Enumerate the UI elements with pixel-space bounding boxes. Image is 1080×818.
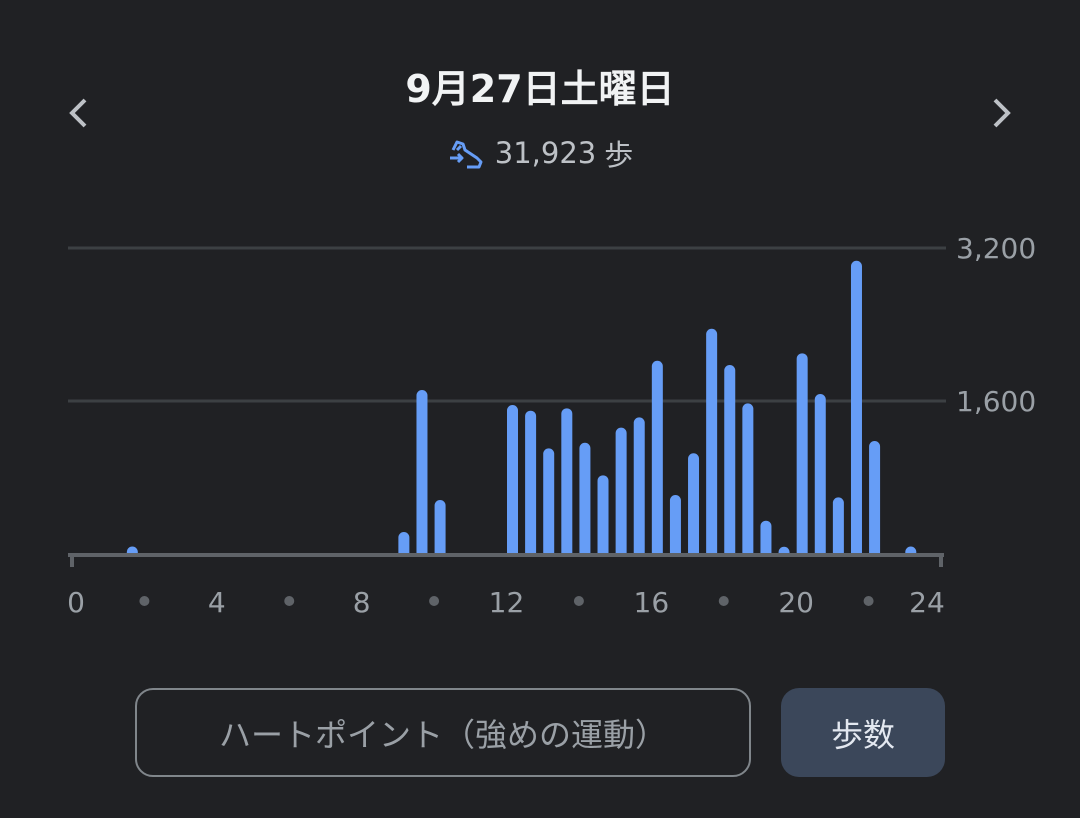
bar <box>760 520 772 553</box>
bar <box>579 442 591 553</box>
x-tick-label: 16 <box>634 586 670 619</box>
x-tick-label: 4 <box>208 586 226 619</box>
heart-points-button[interactable]: ハートポイント（強めの運動） <box>135 688 751 777</box>
bar <box>905 546 917 553</box>
shoe-steps-icon <box>449 140 483 169</box>
bar <box>814 394 826 553</box>
bar <box>416 390 428 553</box>
steps-chart: 3,200 1,600 0 4 8 12 16 20 24 <box>67 232 1036 619</box>
bar <box>561 408 573 553</box>
date-title: 9月27日土曜日 <box>405 67 675 111</box>
y-tick-label-1600: 1,600 <box>956 385 1036 418</box>
x-tick-label: 8 <box>353 586 371 619</box>
bar <box>126 546 138 553</box>
bar <box>724 365 736 553</box>
bar <box>525 410 537 553</box>
chevron-left-icon <box>69 98 87 128</box>
bar <box>507 404 518 553</box>
x-minor-tick-dot <box>573 596 584 606</box>
steps-value: 31,923 <box>494 136 597 170</box>
bar <box>398 532 410 553</box>
bar <box>688 453 700 553</box>
steps-summary: 31,923 歩 <box>0 132 1080 174</box>
steps-unit: 歩 <box>604 138 634 172</box>
bar <box>651 360 663 553</box>
bar <box>434 500 446 553</box>
bar <box>633 417 645 553</box>
next-day-button[interactable] <box>976 88 1026 138</box>
x-tick-label: 0 <box>67 586 85 619</box>
bar <box>742 403 754 553</box>
previous-day-button[interactable] <box>54 88 104 138</box>
bar <box>850 260 862 553</box>
bar <box>832 497 844 553</box>
bar <box>796 353 808 553</box>
bar <box>597 475 609 553</box>
x-minor-tick-dot <box>718 596 729 606</box>
y-tick-label-3200: 3,200 <box>956 232 1036 265</box>
bar <box>778 546 790 553</box>
x-minor-tick-dot <box>284 596 295 606</box>
x-minor-tick-dot <box>863 596 874 606</box>
bar <box>669 495 681 553</box>
x-tick-label: 12 <box>489 586 525 619</box>
x-minor-tick-dot <box>429 596 440 606</box>
x-tick-label: 24 <box>909 586 945 619</box>
bar <box>543 448 555 553</box>
bar <box>706 328 718 553</box>
x-tick-label: 20 <box>778 586 814 619</box>
steps-button[interactable]: 歩数 <box>781 688 945 777</box>
bar <box>615 427 627 553</box>
bar <box>869 441 881 553</box>
chevron-right-icon <box>993 98 1011 128</box>
x-minor-tick-dot <box>139 596 150 606</box>
